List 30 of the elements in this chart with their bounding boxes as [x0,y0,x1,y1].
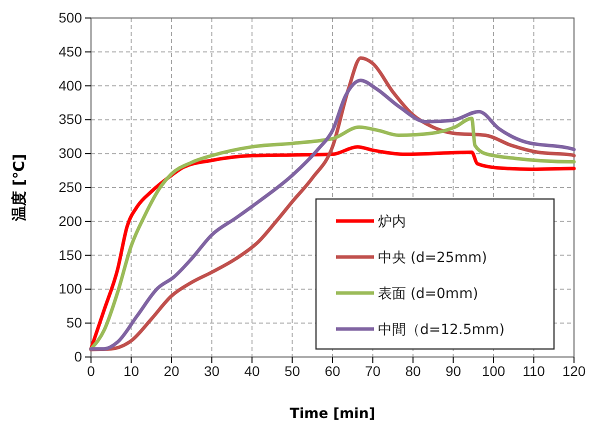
x-tick-label: 100 [482,362,506,379]
y-tick-label: 200 [58,212,82,229]
y-tick-label: 150 [58,246,82,263]
x-tick-label: 110 [522,362,546,379]
legend-label: 中間（d=12.5mm) [378,322,505,338]
y-tick-label: 450 [58,43,82,60]
x-tick-label: 90 [445,362,462,379]
y-tick-label: 500 [58,9,82,26]
x-tick-label: 120 [562,362,586,379]
x-tick-label: 10 [123,362,140,379]
y-tick-label: 400 [58,77,82,94]
x-tick-label: 30 [204,362,220,379]
legend-label: 表面 (d=0mm) [378,286,478,302]
x-tick-label: 60 [324,362,340,379]
y-tick-label: 0 [74,348,82,364]
y-tick-label: 50 [66,314,82,331]
x-axis-title: Time [min] [290,406,376,422]
legend-label: 炉内 [378,214,406,230]
x-tick-label: 80 [405,362,421,379]
x-tick-label: 0 [87,362,96,379]
x-tick-label: 70 [364,362,381,379]
y-tick-label: 350 [58,111,82,128]
x-tick-label: 20 [164,362,180,379]
legend-label: 中央 (d=25mm) [378,250,488,266]
y-axis-title: 温度 [℃] [10,154,28,222]
x-tick-label: 40 [244,362,260,379]
x-tick-label: 50 [284,362,300,379]
y-tick-label: 300 [58,145,82,162]
y-tick-label: 100 [58,280,82,297]
y-tick-label: 250 [58,178,82,195]
